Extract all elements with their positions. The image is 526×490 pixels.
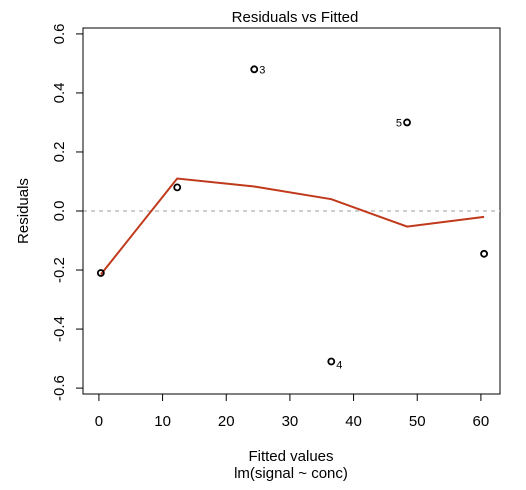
x-tick-label: 0 xyxy=(95,413,103,430)
point-label: 4 xyxy=(336,360,342,372)
data-point xyxy=(403,118,411,127)
data-point xyxy=(250,65,259,74)
data-point xyxy=(96,269,105,277)
chart-title: Residuals vs Fitted xyxy=(232,9,359,26)
y-tick-label: -0.2 xyxy=(51,257,68,283)
y-axis-label: Residuals xyxy=(15,178,32,244)
x-tick-label: 20 xyxy=(218,413,235,430)
x-tick-label: 30 xyxy=(282,413,299,430)
y-tick-label: 0.0 xyxy=(51,201,68,222)
data-point xyxy=(327,357,336,366)
y-tick-label: -0.4 xyxy=(51,316,68,342)
x-tick-label: 40 xyxy=(345,413,362,430)
x-axis-label: Fitted values xyxy=(248,448,333,465)
y-tick-label: 0.6 xyxy=(51,23,68,44)
x-tick-label: 60 xyxy=(473,413,490,430)
y-tick-label: -0.6 xyxy=(51,375,68,401)
data-point xyxy=(480,249,488,258)
data-point xyxy=(173,183,182,192)
y-tick-label: 0.4 xyxy=(51,83,68,104)
point-label: 3 xyxy=(259,64,265,76)
point-label: 5 xyxy=(396,117,402,129)
x-tick-label: 50 xyxy=(409,413,426,430)
smoother-line xyxy=(100,177,485,276)
y-tick-label: 0.2 xyxy=(51,142,68,163)
x-axis-sublabel: lm(signal ~ conc) xyxy=(234,465,348,482)
x-tick-label: 10 xyxy=(154,413,171,430)
